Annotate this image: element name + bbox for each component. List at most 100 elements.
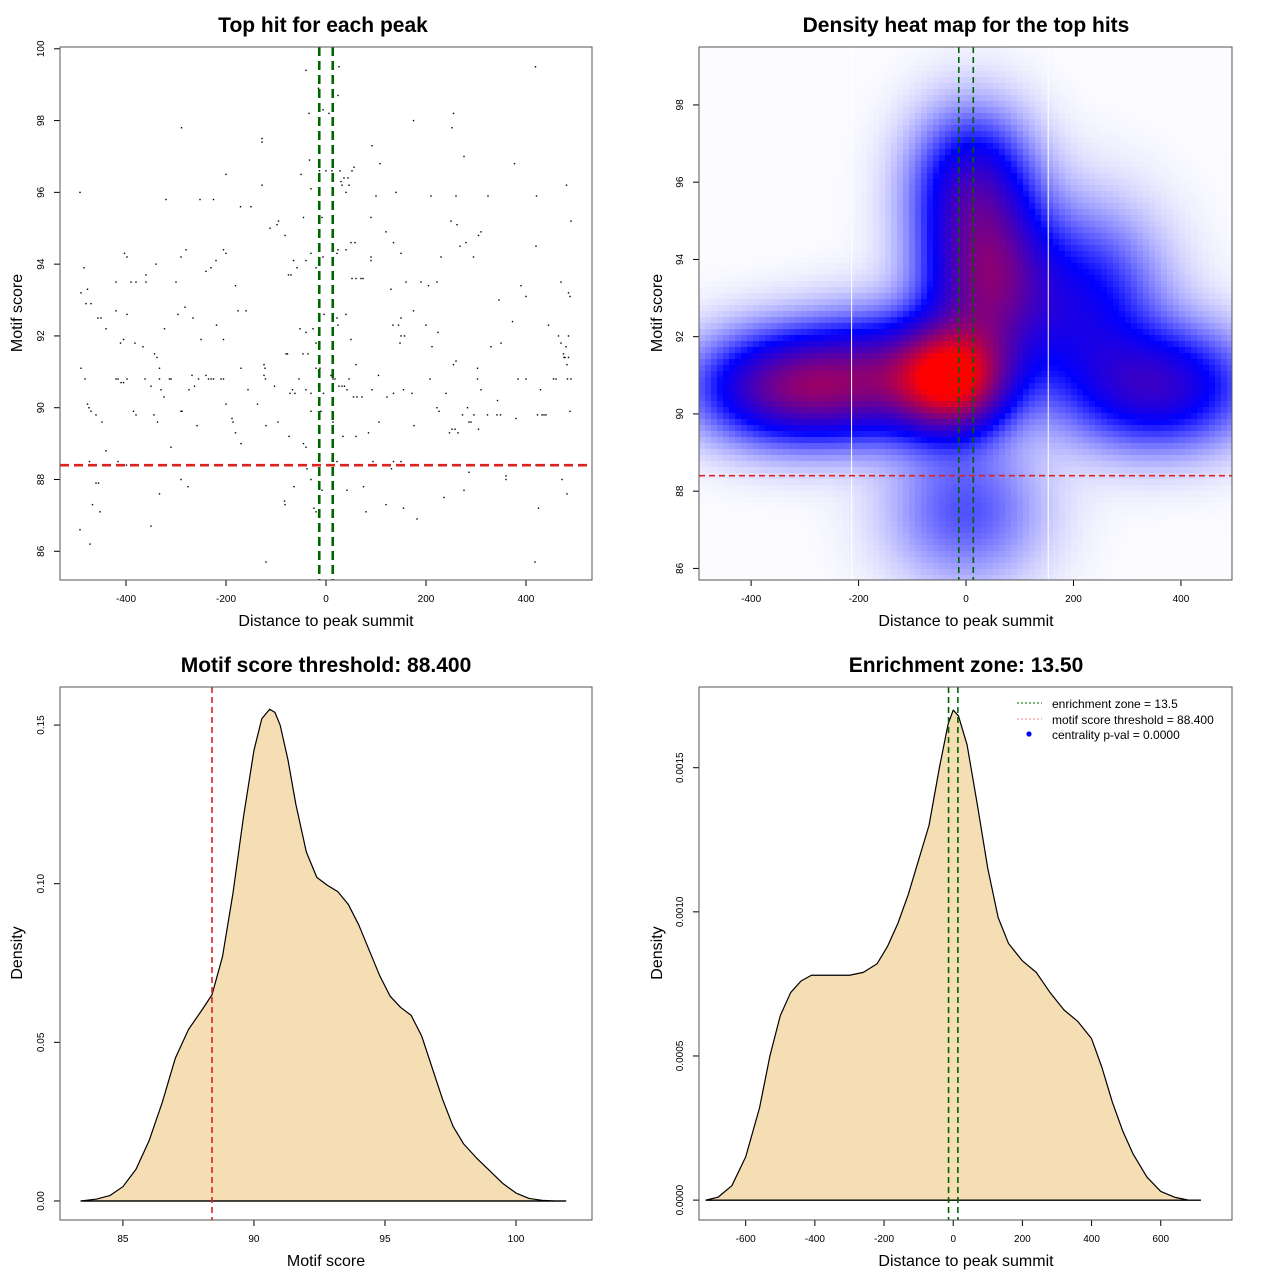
heatmap-cell	[909, 77, 916, 84]
heatmap-cell	[783, 287, 790, 294]
scatter-point	[371, 389, 373, 391]
heatmap-cell	[975, 377, 982, 384]
heatmap-cell	[849, 521, 856, 528]
x-tick-label: -400	[116, 594, 136, 605]
heatmap-cell	[981, 233, 988, 240]
heatmap-cell	[861, 305, 868, 312]
heatmap-cell	[831, 533, 838, 540]
heatmap-cell	[873, 299, 880, 306]
heatmap-cell	[879, 245, 886, 252]
heatmap-cell	[957, 545, 964, 552]
heatmap-cell	[837, 431, 844, 438]
heatmap-cell	[867, 53, 874, 60]
heatmap-cell	[951, 191, 958, 198]
heatmap-cell	[903, 227, 910, 234]
heatmap-cell	[939, 563, 946, 570]
heatmap-cell	[879, 191, 886, 198]
heatmap-cell	[735, 461, 742, 468]
heatmap-cell	[987, 227, 994, 234]
heatmap-cell	[747, 257, 754, 264]
heatmap-cell	[849, 533, 856, 540]
heatmap-cell	[915, 497, 922, 504]
heatmap-cell	[771, 119, 778, 126]
heatmap-cell	[819, 143, 826, 150]
heatmap-cell	[915, 167, 922, 174]
scatter-point	[156, 356, 158, 359]
heatmap-cell	[801, 257, 808, 264]
heatmap-cell	[957, 353, 964, 360]
heatmap-cell	[915, 203, 922, 210]
heatmap-cell	[867, 143, 874, 150]
heatmap-cell	[891, 113, 898, 120]
heatmap-cell	[789, 437, 796, 444]
heatmap-cell	[981, 533, 988, 540]
heatmap-cell	[855, 437, 862, 444]
heatmap-cell	[933, 173, 940, 180]
heatmap-cell	[873, 233, 880, 240]
heatmap-cell	[867, 209, 874, 216]
heatmap-cell	[987, 107, 994, 114]
heatmap-cell	[885, 527, 892, 534]
heatmap-cell	[789, 203, 796, 210]
heatmap-cell	[909, 359, 916, 366]
heatmap-cell	[807, 161, 814, 168]
heatmap-cell	[699, 299, 706, 306]
heatmap-cell	[735, 185, 742, 192]
heatmap-cell	[963, 419, 970, 426]
heatmap-cell	[993, 419, 1000, 426]
heatmap-cell	[975, 317, 982, 324]
heatmap-cell	[945, 485, 952, 492]
heatmap-cell	[915, 449, 922, 456]
heatmap-cell	[825, 485, 832, 492]
heatmap-cell	[903, 461, 910, 468]
heatmap-cell	[789, 299, 796, 306]
heatmap-cell	[831, 83, 838, 90]
heatmap-cell	[909, 131, 916, 138]
heatmap-cell	[741, 437, 748, 444]
heatmap-cell	[867, 461, 874, 468]
heatmap-cell	[867, 341, 874, 348]
heatmap-cell	[711, 539, 718, 546]
heatmap-cell	[861, 257, 868, 264]
heatmap-cell	[849, 353, 856, 360]
heatmap-cell	[771, 257, 778, 264]
heatmap-cell	[939, 281, 946, 288]
heatmap-cell	[741, 203, 748, 210]
heatmap-cell	[705, 545, 712, 552]
heatmap-cell	[867, 107, 874, 114]
heatmap-cell	[759, 449, 766, 456]
heatmap-cell	[897, 365, 904, 372]
heatmap-cell	[885, 245, 892, 252]
heatmap-cell	[957, 497, 964, 504]
heatmap-cell	[711, 47, 718, 54]
heatmap-cell	[765, 557, 772, 564]
heatmap-cell	[735, 299, 742, 306]
scatter-point	[515, 417, 517, 420]
heatmap-cell	[837, 59, 844, 66]
heatmap-cell	[903, 47, 910, 54]
heatmap-cell	[795, 281, 802, 288]
heatmap-cell	[969, 65, 976, 72]
heatmap-cell	[921, 71, 928, 78]
heatmap-cell	[747, 203, 754, 210]
heatmap-cell	[837, 317, 844, 324]
heatmap-cell	[945, 335, 952, 342]
heatmap-cell	[939, 425, 946, 432]
heatmap-cell	[813, 185, 820, 192]
heatmap-cell	[735, 317, 742, 324]
heatmap-cell	[945, 263, 952, 270]
heatmap-cell	[855, 545, 862, 552]
heatmap-cell	[735, 515, 742, 522]
heatmap-cell	[843, 515, 850, 522]
heatmap-cell	[711, 377, 718, 384]
scatter-point	[348, 378, 350, 380]
heatmap-cell	[921, 299, 928, 306]
heatmap-cell	[753, 341, 760, 348]
heatmap-cell	[759, 239, 766, 246]
heatmap-cell	[705, 257, 712, 264]
heatmap-cell	[771, 557, 778, 564]
heatmap-cell	[777, 401, 784, 408]
heatmap-cell	[921, 65, 928, 72]
heatmap-cell	[951, 245, 958, 252]
heatmap-cell	[867, 299, 874, 306]
